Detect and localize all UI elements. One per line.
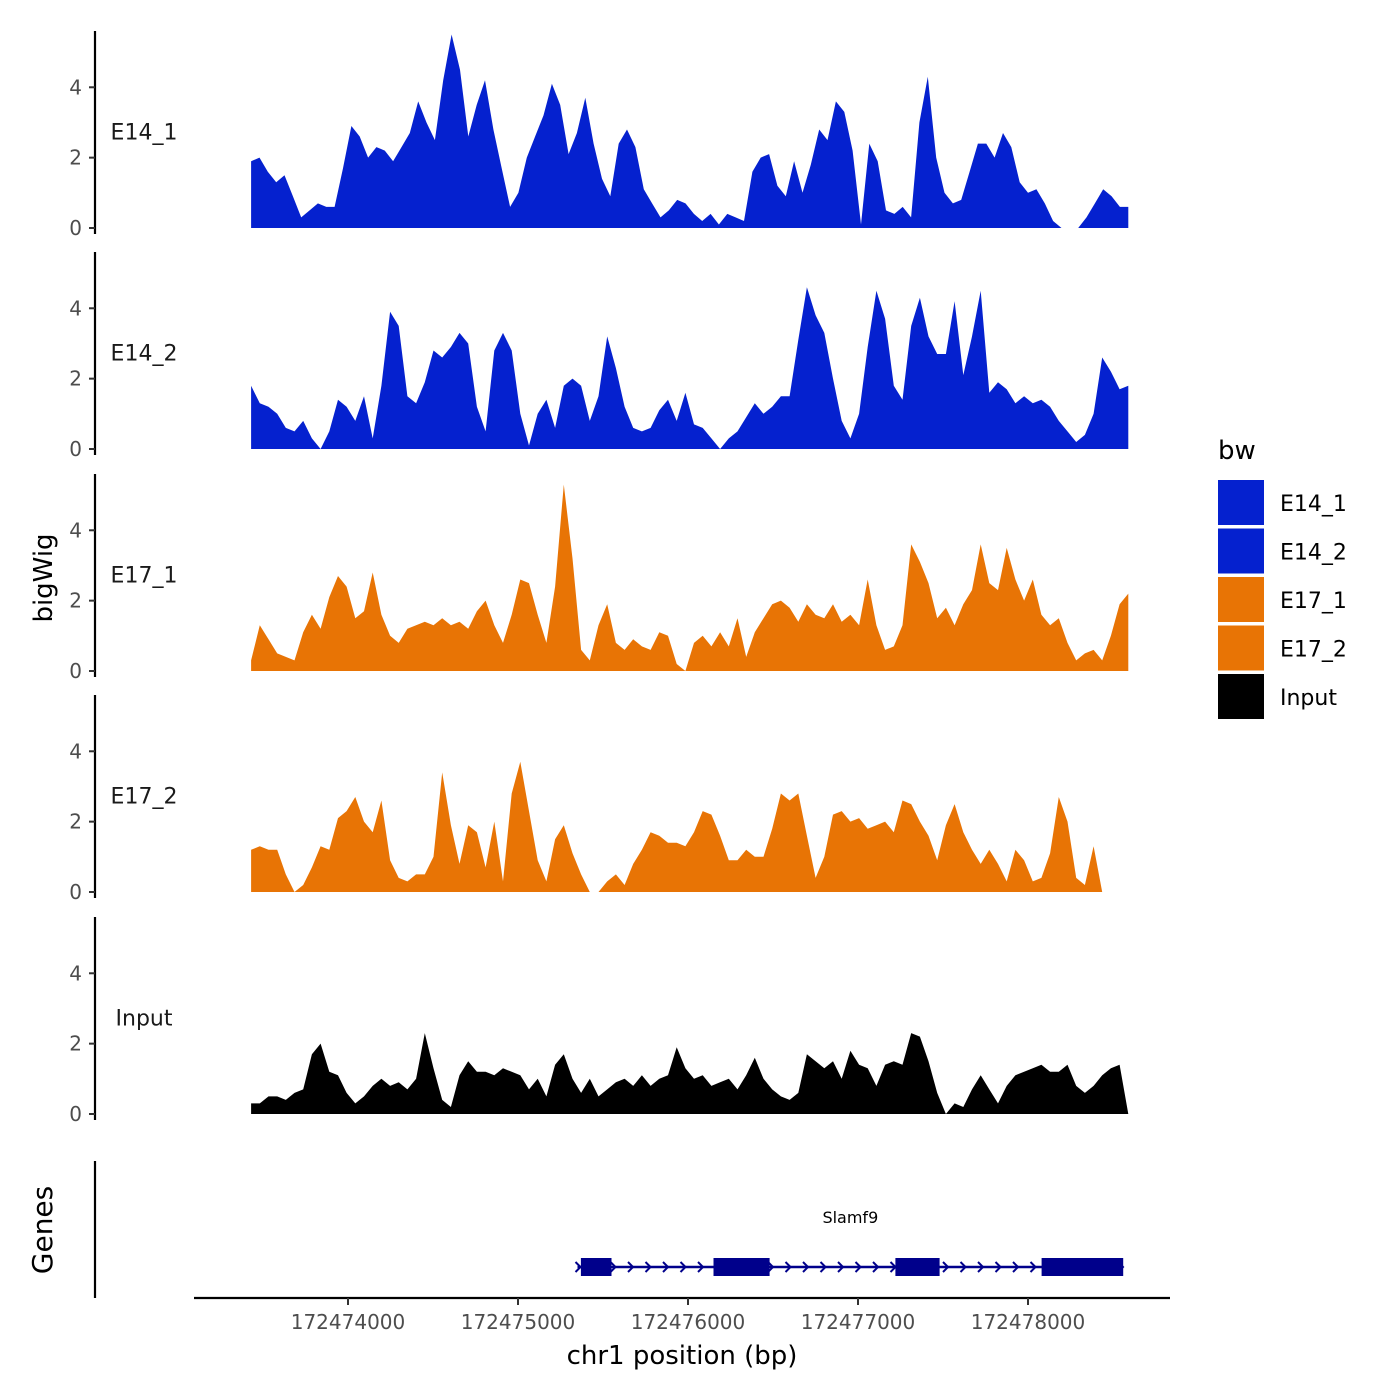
legend-title: bw (1218, 436, 1256, 466)
coverage-area-E17_1 (251, 484, 1129, 671)
coverage-area-E17_2 (251, 761, 1129, 892)
y-tick-label: 4 (69, 296, 82, 320)
track-label: E14_2 (111, 341, 178, 366)
gene-Slamf9: Slamf9 (574, 1208, 1125, 1276)
gene-exon (1041, 1258, 1124, 1276)
strand-arrow (854, 1261, 862, 1273)
strand-arrow (819, 1261, 827, 1273)
track-label: E17_2 (111, 784, 178, 809)
legend-swatch-E17_1 (1218, 577, 1264, 622)
track-label: Input (116, 1006, 173, 1031)
strand-arrow (662, 1261, 670, 1273)
y-tick-label: 0 (69, 1102, 82, 1126)
legend-swatch-E17_2 (1218, 625, 1264, 671)
gene-exon (713, 1258, 770, 1276)
gene-exon (895, 1258, 940, 1276)
legend-label: E17_2 (1280, 638, 1347, 663)
track-label: E14_1 (111, 120, 178, 145)
x-ticks: 172474000 172475000 172476000 172477000 1724… (291, 1298, 1086, 1334)
x-tick-label: 172477000 (801, 1310, 916, 1334)
strand-arrow (1012, 1261, 1020, 1273)
gene-exon (580, 1258, 612, 1276)
x-tick-label: 172475000 (461, 1310, 576, 1334)
coverage-area-Input (251, 1033, 1129, 1114)
strand-arrow (872, 1261, 880, 1273)
genes-panel: Genes Slamf9 (26, 1161, 1125, 1298)
strand-arrow (942, 1261, 950, 1273)
strand-arrow (837, 1261, 845, 1273)
track-label: E17_1 (111, 563, 178, 588)
gene-models: Slamf9 (574, 1208, 1125, 1276)
strand-arrow (977, 1261, 985, 1273)
x-tick-label: 172478000 (971, 1310, 1086, 1334)
y-tick-label: 0 (69, 880, 82, 904)
track-Input: 0 2 4 Input (69, 917, 1129, 1126)
genes-track-title: Genes (26, 1186, 59, 1274)
strand-arrow (959, 1261, 967, 1273)
x-tick-label: 172476000 (631, 1310, 746, 1334)
strand-arrow (697, 1261, 705, 1273)
x-axis: 172474000 172475000 172476000 172477000 1724… (194, 1296, 1170, 1371)
strand-arrow (784, 1261, 792, 1273)
track-E17_2: 0 2 4 E17_2 (69, 695, 1129, 904)
legend-label: E17_1 (1280, 589, 1347, 614)
legend-label: Input (1280, 686, 1337, 711)
y-tick-label: 4 (69, 75, 82, 99)
coverage-area-E14_2 (251, 287, 1129, 449)
strand-arrow (994, 1261, 1002, 1273)
legend-items: E14_1 E14_2 E17_1 E17_2 Input (1218, 480, 1347, 719)
legend-label: E14_2 (1280, 541, 1347, 566)
y-tick-label: 2 (69, 367, 82, 391)
strand-arrow (679, 1261, 687, 1273)
track-E17_1: 0 2 4 E17_1 (69, 474, 1129, 683)
y-tick-label: 2 (69, 146, 82, 170)
strand-arrow (574, 1261, 582, 1273)
legend-swatch-E14_2 (1218, 528, 1264, 574)
x-tick-label: 172474000 (291, 1310, 406, 1334)
strand-arrow (802, 1261, 810, 1273)
y-tick-label: 0 (69, 437, 82, 461)
legend-label: E14_1 (1280, 492, 1347, 517)
x-axis-title: chr1 position (bp) (567, 1341, 798, 1371)
y-tick-label: 4 (69, 961, 82, 985)
track-E14_2: 0 2 4 E14_2 (69, 252, 1129, 461)
y-tick-label: 2 (69, 589, 82, 613)
strand-arrow (644, 1261, 652, 1273)
y-tick-label: 0 (69, 216, 82, 240)
gene-name-label: Slamf9 (822, 1208, 878, 1227)
legend: bw E14_1 E14_2 E17_1 E17_2 Input (1218, 436, 1347, 719)
coverage-tracks: 0 2 4 E14_1 0 2 4 E14_2 0 2 4 E17_1 0 2 4 E17_2 0 2 4 Input (69, 31, 1129, 1126)
strand-arrow (609, 1261, 617, 1273)
y-tick-label: 2 (69, 810, 82, 834)
strand-arrow (1029, 1261, 1037, 1273)
y-tick-label: 0 (69, 659, 82, 683)
legend-swatch-Input (1218, 674, 1264, 719)
y-axis-title: bigWig (29, 533, 59, 622)
coverage-area-E14_1 (251, 34, 1129, 228)
track-E14_1: 0 2 4 E14_1 (69, 31, 1129, 240)
strand-arrow (767, 1261, 775, 1273)
strand-arrow (627, 1261, 635, 1273)
legend-swatch-E14_1 (1218, 480, 1264, 525)
y-tick-label: 4 (69, 518, 82, 542)
y-tick-label: 4 (69, 739, 82, 763)
y-tick-label: 2 (69, 1032, 82, 1056)
